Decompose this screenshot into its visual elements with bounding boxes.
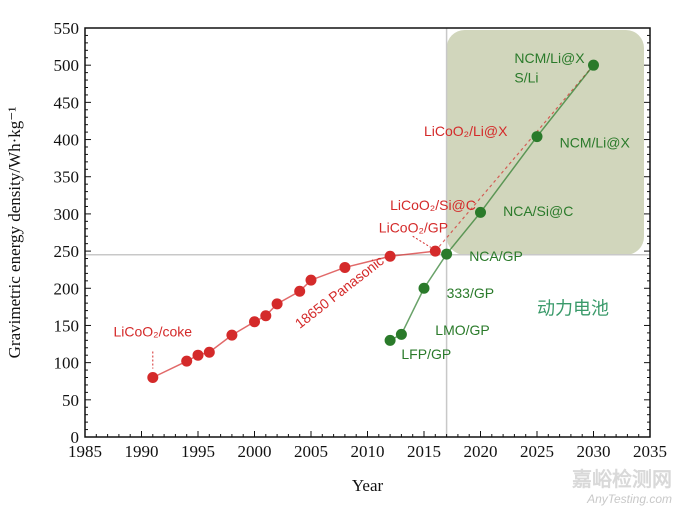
y-tick-label: 200: [54, 279, 80, 298]
watermark-cn: 嘉峪检测网: [572, 469, 672, 491]
annotation-label: LiCoO₂/Si@C: [390, 197, 476, 213]
x-tick-label: 1995: [181, 442, 215, 461]
projection-line: [434, 64, 594, 252]
data-point: [429, 245, 441, 257]
y-tick-label: 150: [54, 316, 80, 335]
x-tick-label: 2030: [577, 442, 611, 461]
annotation-label: 18650 Panasonic: [292, 252, 387, 331]
x-tick-label: 2000: [238, 442, 272, 461]
shaded-region: [446, 30, 644, 255]
x-axis-label: Year: [352, 476, 384, 495]
annotation-label: 动力电池: [537, 298, 609, 318]
annotation-label: NCA/GP: [469, 248, 523, 264]
y-axis-label: Gravimetric energy density/Wh·kg⁻¹: [5, 107, 24, 359]
data-point: [192, 349, 204, 361]
data-point: [181, 355, 193, 367]
annotation-label: LiCoO₂/GP: [379, 220, 448, 236]
watermark-en: AnyTesting.com: [587, 492, 672, 506]
arrow-gp: [412, 235, 432, 248]
annotation-label: LiCoO₂/coke: [114, 324, 193, 340]
x-tick-label: 2025: [520, 442, 554, 461]
data-point: [226, 329, 238, 341]
x-tick-label: 1990: [125, 442, 159, 461]
y-tick-label: 300: [54, 205, 80, 224]
data-point: [531, 131, 543, 143]
data-point: [260, 310, 272, 322]
y-tick-label: 450: [54, 93, 80, 112]
y-tick-label: 50: [62, 391, 79, 410]
y-tick-label: 0: [71, 428, 80, 447]
annotation-label: NCM/Li@X: [514, 50, 585, 66]
watermark: 嘉峪检测网 AnyTesting.com: [572, 463, 672, 506]
data-point: [441, 248, 453, 260]
annotation-label: NCM/Li@X: [560, 135, 631, 151]
annotation-label: LiCoO₂/Li@X: [424, 123, 508, 139]
data-point: [588, 59, 599, 71]
annotation-label: S/Li: [514, 69, 538, 85]
y-tick-label: 500: [54, 56, 80, 75]
x-tick-label: 1985: [68, 442, 102, 461]
annotation-label: NCA/Si@C: [503, 203, 573, 219]
data-point: [475, 206, 486, 218]
annotation-label: 333/GP: [447, 285, 494, 301]
y-tick-label: 350: [54, 168, 80, 187]
x-tick-label: 2035: [633, 442, 667, 461]
data-point: [271, 298, 283, 310]
x-tick-label: 2005: [294, 442, 328, 461]
y-tick-label: 250: [54, 242, 80, 261]
y-tick-label: 100: [54, 354, 80, 373]
annotation-label: LMO/GP: [435, 322, 489, 338]
data-point: [418, 282, 430, 294]
data-point: [249, 316, 260, 328]
data-point: [339, 261, 351, 273]
x-tick-label: 2015: [407, 442, 441, 461]
data-point: [395, 328, 407, 340]
x-tick-label: 2020: [464, 442, 498, 461]
y-tick-label: 550: [54, 19, 80, 38]
data-point: [305, 274, 317, 286]
data-point: [294, 285, 306, 297]
y-tick-label: 400: [54, 131, 80, 150]
data-point: [147, 372, 159, 384]
data-point: [384, 334, 396, 346]
data-point: [384, 250, 396, 262]
data-point: [203, 346, 215, 358]
annotation-label: LFP/GP: [401, 346, 451, 362]
x-tick-label: 2010: [351, 442, 385, 461]
